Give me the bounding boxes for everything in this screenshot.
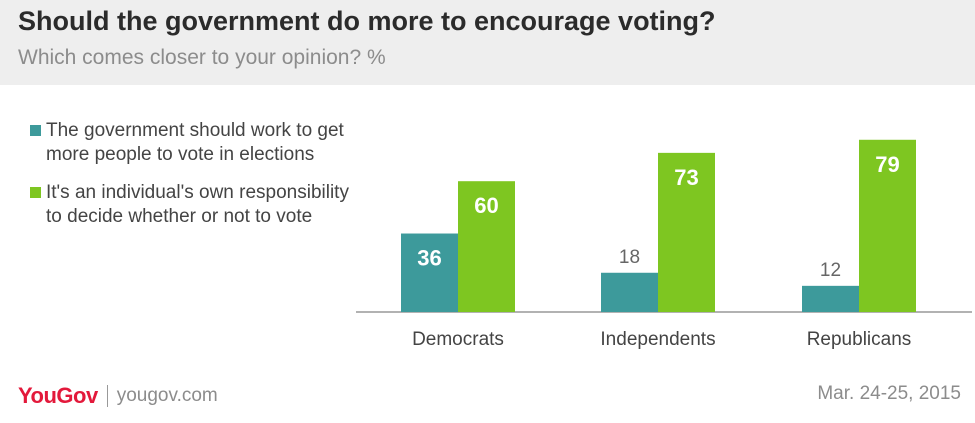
legend-item-government: The government should work to get more p… — [30, 119, 360, 167]
bar-value-label: 12 — [820, 260, 841, 281]
bar-value-label: 79 — [875, 152, 899, 177]
bar-independents-series1 — [601, 272, 658, 312]
header: Should the government do more to encoura… — [0, 0, 975, 85]
legend-item-individual: It's an individual's own responsibility … — [30, 181, 360, 229]
bar-democrats-series2 — [458, 181, 515, 312]
bar-democrats-series1 — [401, 233, 458, 312]
legend: The government should work to get more p… — [30, 119, 360, 243]
bar-value-label: 18 — [619, 247, 640, 268]
bar-value-label: 36 — [417, 246, 441, 271]
yougov-logo: YouGov — [18, 383, 98, 408]
bar-republicans-series1 — [802, 285, 859, 312]
footer-site: yougov.com — [116, 385, 218, 406]
survey-date: Mar. 24-25, 2015 — [817, 383, 961, 404]
bar-value-label: 60 — [474, 193, 498, 218]
footer-branding: YouGov yougov.com — [18, 383, 218, 413]
chart-title: Should the government do more to encoura… — [18, 6, 716, 36]
category-label-democrats: Democrats — [412, 329, 504, 350]
bar-value-label: 73 — [674, 165, 698, 190]
bar-republicans-series2 — [859, 139, 916, 312]
bar-independents-series2 — [658, 152, 715, 312]
footer-divider — [106, 385, 108, 407]
legend-label-individual: It's an individual's own responsibility … — [46, 182, 349, 227]
category-label-republicans: Republicans — [807, 329, 912, 350]
legend-label-government: The government should work to get more p… — [46, 120, 344, 165]
category-label-independents: Independents — [600, 329, 715, 350]
chart-subtitle: Which comes closer to your opinion? % — [18, 46, 386, 69]
legend-swatch-government — [30, 125, 41, 136]
legend-swatch-individual — [30, 187, 41, 198]
